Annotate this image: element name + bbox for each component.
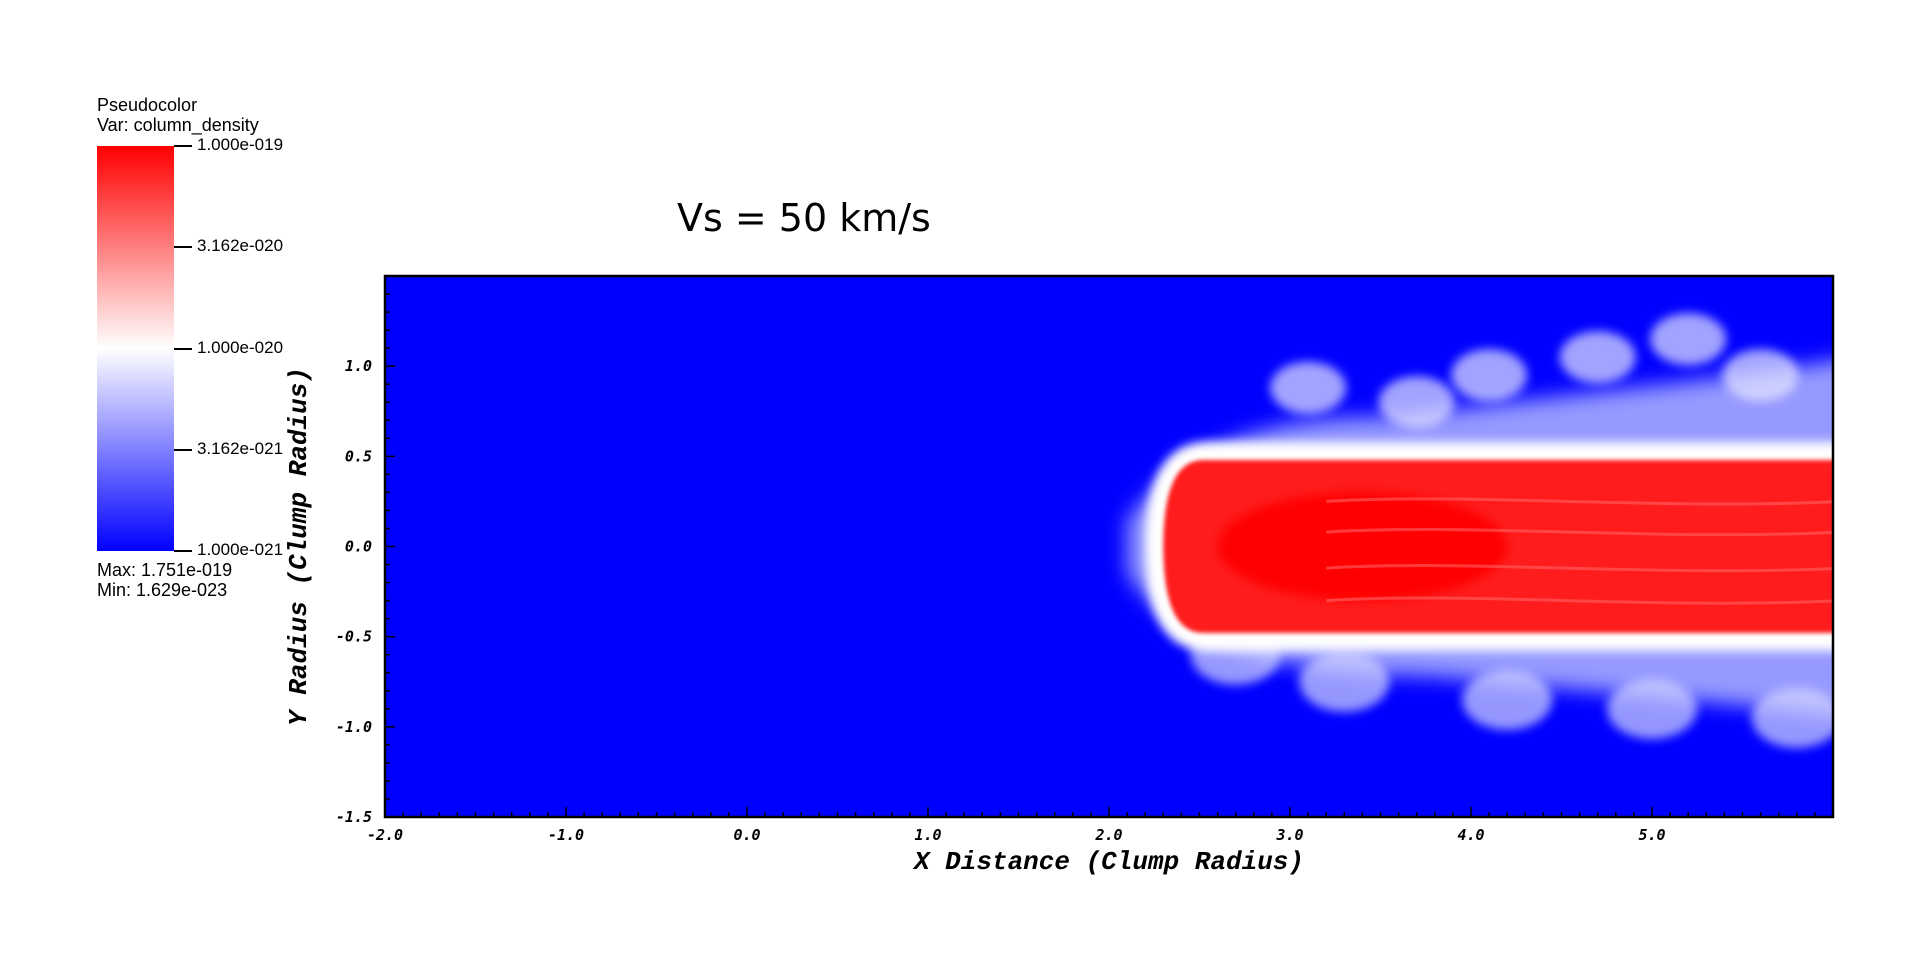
colorbar-tick — [174, 145, 192, 147]
envelope-wisp — [1751, 687, 1833, 748]
colorbar-label-min: 1.000e-021 — [197, 540, 284, 559]
y-axis-title: Y Radius (Clump Radius) — [284, 367, 314, 726]
x-tick-label: 1.0 — [914, 826, 941, 844]
colorbar-legend: Pseudocolor Var: column_density 1.000e-0… — [0, 0, 330, 620]
envelope-wisp — [1451, 349, 1528, 402]
chart-title: Vs = 50 km/s — [677, 196, 931, 240]
core-filament — [1326, 527, 1833, 537]
colorbar-label-max: 1.000e-019 — [197, 135, 284, 154]
colorbar-tick — [174, 449, 192, 451]
legend-min: Min: 1.629e-023 — [97, 580, 228, 600]
colorbar-tick — [174, 348, 192, 350]
core-filament — [1326, 497, 1833, 506]
x-tick-label: 4.0 — [1457, 826, 1484, 844]
y-tick-label: 0.5 — [345, 447, 372, 465]
y-tick-label: -0.5 — [336, 628, 372, 646]
envelope-wisp — [1650, 313, 1727, 366]
y-tick-label: -1.5 — [336, 808, 372, 826]
legend-max: Max: 1.751e-019 — [97, 560, 233, 580]
legend-plot-type: Pseudocolor — [97, 95, 198, 115]
x-tick-label: -1.0 — [548, 826, 584, 844]
envelope-wisp — [1607, 678, 1697, 739]
colorbar-tick — [174, 246, 192, 248]
colorbar-label-mid: 1.000e-020 — [197, 338, 284, 357]
colorbar-label-low: 3.162e-021 — [197, 439, 284, 458]
colorbar-gradient — [97, 146, 174, 551]
core-filament — [1326, 564, 1833, 573]
x-tick-label: -2.0 — [367, 826, 403, 844]
colorbar-tick — [174, 550, 192, 552]
core-peak — [1217, 492, 1508, 601]
envelope-wisp — [1722, 349, 1799, 402]
colorbar-label-high: 3.162e-020 — [197, 236, 284, 255]
y-tick-label: -1.0 — [336, 718, 372, 736]
envelope-wisp — [1299, 651, 1390, 712]
legend-variable: Var: column_density — [97, 115, 259, 135]
x-tick-label: 3.0 — [1275, 826, 1303, 844]
envelope-wisp — [1559, 331, 1636, 384]
y-tick-label: 1.0 — [345, 357, 372, 375]
x-tick-label: 2.0 — [1094, 826, 1122, 844]
envelope-wisp — [1378, 376, 1455, 429]
core-filament — [1326, 596, 1833, 605]
envelope-wisp — [1270, 361, 1347, 414]
x-axis-title: X Distance (Clump Radius) — [912, 847, 1304, 877]
x-tick-label: 0.0 — [733, 826, 760, 844]
x-tick-label: 5.0 — [1638, 826, 1665, 844]
envelope-wisp — [1462, 669, 1553, 730]
y-tick-label: 0.0 — [345, 538, 372, 556]
